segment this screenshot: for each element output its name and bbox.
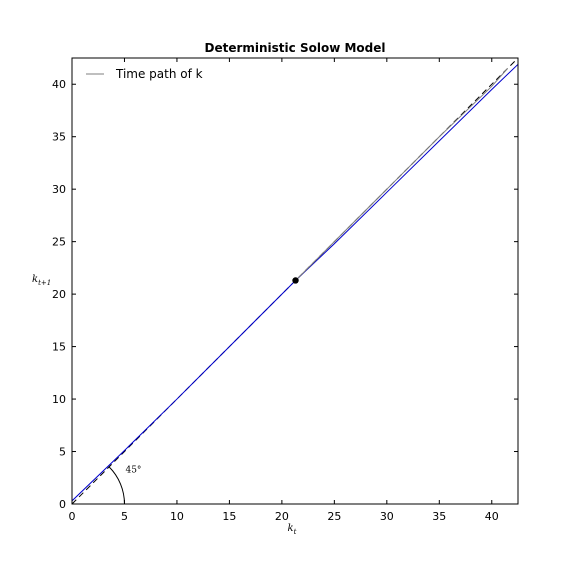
- x-tick-label: 10: [170, 510, 184, 523]
- point-marker-0: [292, 277, 299, 284]
- x-tick-label: 15: [222, 510, 236, 523]
- x-tick-label: 30: [380, 510, 394, 523]
- x-axis-label: kt: [288, 523, 297, 536]
- y-tick-label: 15: [52, 341, 66, 354]
- legend: Time path of k: [86, 67, 203, 81]
- legend-entry: Time path of k: [115, 67, 203, 81]
- chart-title: Deterministic Solow Model: [205, 41, 386, 55]
- series-line-1: [72, 63, 518, 502]
- x-tick-label: 35: [432, 510, 446, 523]
- x-tick-label: 20: [275, 510, 289, 523]
- y-tick-label: 20: [52, 288, 66, 301]
- y-tick-label: 10: [52, 393, 66, 406]
- y-tick-label: 5: [59, 446, 66, 459]
- y-tick-label: 30: [52, 183, 66, 196]
- series-line-2: [295, 68, 508, 281]
- x-tick-label: 0: [69, 510, 76, 523]
- axes: 45° 0 5 10 15 20 25 30 35 40 0 5 10 15 20 25 30 35 40 kt kt+…: [32, 57, 519, 536]
- y-axis-label: kt+1: [32, 274, 51, 287]
- axes-frame: [71, 57, 519, 505]
- y-tick-label: 25: [52, 236, 66, 249]
- y-tick-label: 0: [59, 498, 66, 511]
- x-tick-label: 25: [327, 510, 341, 523]
- plot-area: [72, 58, 518, 504]
- y-tick-label: 35: [52, 131, 66, 144]
- x-tick-label: 5: [121, 510, 128, 523]
- annotation-label-0: 45°: [125, 466, 141, 476]
- y-tick-label: 40: [52, 78, 66, 91]
- x-tick-label: 40: [485, 510, 499, 523]
